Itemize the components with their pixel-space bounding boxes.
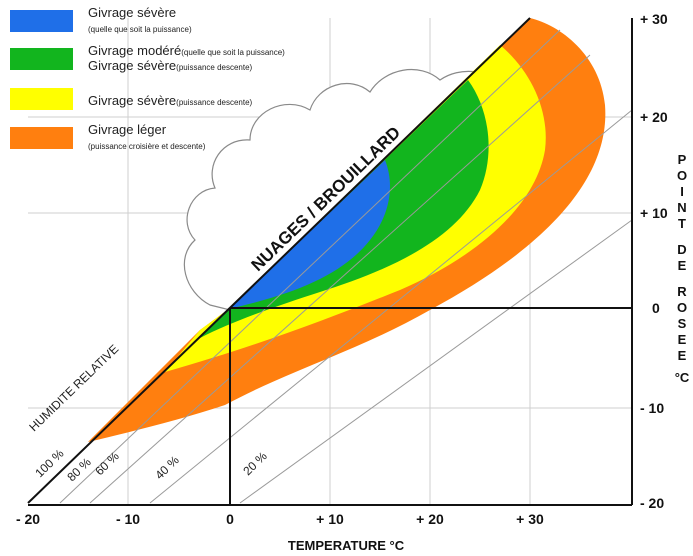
humidity-line-100	[27, 17, 531, 504]
legend-note: (quelle que soit la puissance)	[181, 48, 285, 57]
legend-entry-light: Givrage léger (puissance croisière et de…	[88, 122, 205, 152]
svg-text:E: E	[678, 258, 687, 273]
zone-severe-icing	[230, 160, 390, 308]
legend-entry-severe-descent: Givrage sévère(puissance descente)	[88, 93, 252, 108]
y-tick-label: - 20	[640, 495, 664, 511]
humidity-label: 20 %	[240, 449, 270, 478]
legend-swatch-light	[10, 127, 73, 149]
svg-text:E: E	[678, 348, 687, 363]
svg-text:R: R	[677, 284, 687, 299]
svg-text:O: O	[677, 300, 687, 315]
svg-text:O: O	[677, 168, 687, 183]
humidity-line-60	[89, 54, 591, 504]
legend-note: (puissance descente)	[176, 98, 253, 107]
legend-note: (puissance descente)	[176, 63, 253, 72]
x-tick-label: + 10	[316, 511, 344, 527]
legend-label: Givrage léger	[88, 122, 167, 137]
svg-text:P: P	[678, 152, 687, 167]
y-tick-label: 0	[652, 300, 660, 316]
humidity-title: HUMIDITE RELATIVE	[26, 342, 121, 434]
svg-text:E: E	[678, 332, 687, 347]
humidity-line-20	[239, 219, 633, 504]
humidity-label: 40 %	[152, 453, 182, 482]
svg-text:D: D	[677, 242, 686, 257]
svg-text:S: S	[678, 316, 687, 331]
legend-label: Givrage sévère	[88, 5, 177, 20]
x-tick-label: 0	[226, 511, 234, 527]
x-tick-label: - 20	[16, 511, 40, 527]
svg-text:T: T	[678, 216, 686, 231]
legend-swatch-severe	[10, 10, 73, 32]
x-tick-label: + 30	[516, 511, 544, 527]
legend-entry-severe: Givrage sévère (quelle que soit la puiss…	[88, 5, 192, 35]
y-tick-label: + 30	[640, 11, 668, 27]
y-tick-label: - 10	[640, 400, 664, 416]
y-tick-label: + 10	[640, 205, 668, 221]
y-tick-label: + 20	[640, 109, 668, 125]
svg-text:I: I	[680, 184, 684, 199]
humidity-label: 100 %	[32, 446, 66, 480]
legend-entry-moderate: Givrage modéré(quelle que soit la puissa…	[88, 43, 285, 73]
legend-label: Givrage sévère	[88, 58, 177, 73]
x-axis-title: TEMPERATURE °C	[288, 538, 405, 553]
humidity-label: 60 %	[92, 449, 122, 478]
y-axis-title: P O I N T D E R O S E E °C	[675, 152, 690, 385]
y-axis-unit: °C	[675, 370, 690, 385]
legend-note: (puissance croisière et descente)	[88, 142, 206, 151]
legend-label: Givrage modéré	[88, 43, 182, 58]
humidity-label: 80 %	[64, 455, 94, 484]
humidity-line-80	[59, 29, 561, 504]
x-tick-label: - 10	[116, 511, 140, 527]
legend-note: (quelle que soit la puissance)	[88, 25, 192, 34]
legend-label: Givrage sévère	[88, 93, 177, 108]
svg-text:N: N	[677, 200, 686, 215]
x-tick-label: + 20	[416, 511, 444, 527]
legend-swatch-moderate	[10, 48, 73, 70]
legend-swatch-severe-descent	[10, 88, 73, 110]
